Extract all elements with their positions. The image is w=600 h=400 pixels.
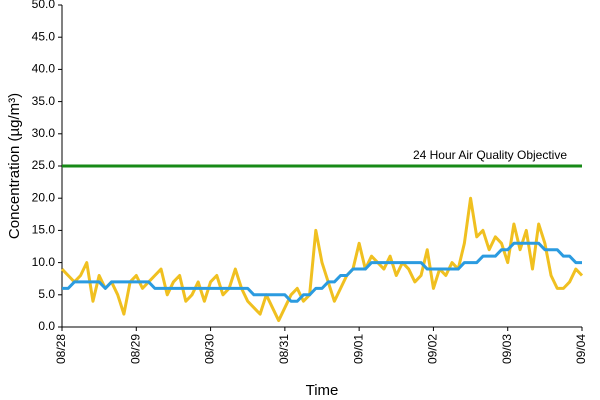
y-tick-label: 0.0 — [38, 319, 55, 333]
x-tick-label: 09/03 — [500, 334, 514, 364]
x-tick-label: 08/28 — [54, 334, 68, 364]
y-tick-label: 30.0 — [32, 126, 56, 140]
x-tick-label: 08/29 — [128, 334, 142, 364]
x-tick-label: 08/30 — [203, 334, 217, 364]
series-line — [60, 196, 584, 323]
series-line — [62, 241, 582, 303]
x-tick-label: 09/04 — [574, 334, 588, 364]
y-tick-label: 20.0 — [32, 190, 56, 204]
x-axis-label: Time — [306, 382, 339, 399]
objective-label: 24 Hour Air Quality Objective — [413, 148, 567, 162]
x-tick-label: 09/01 — [351, 334, 365, 364]
y-tick-label: 15.0 — [32, 223, 56, 237]
y-tick-label: 50.0 — [32, 0, 56, 11]
x-tick-label: 08/31 — [277, 334, 291, 364]
y-tick-label: 45.0 — [32, 29, 56, 43]
y-tick-label: 35.0 — [32, 94, 56, 108]
y-tick-label: 25.0 — [32, 158, 56, 172]
y-tick-label: 40.0 — [32, 62, 56, 76]
y-tick-label: 10.0 — [32, 255, 56, 269]
y-axis-label: Concentration (µg/m³) — [6, 93, 23, 239]
y-tick-label: 5.0 — [38, 287, 55, 301]
x-tick-label: 09/02 — [426, 334, 440, 364]
